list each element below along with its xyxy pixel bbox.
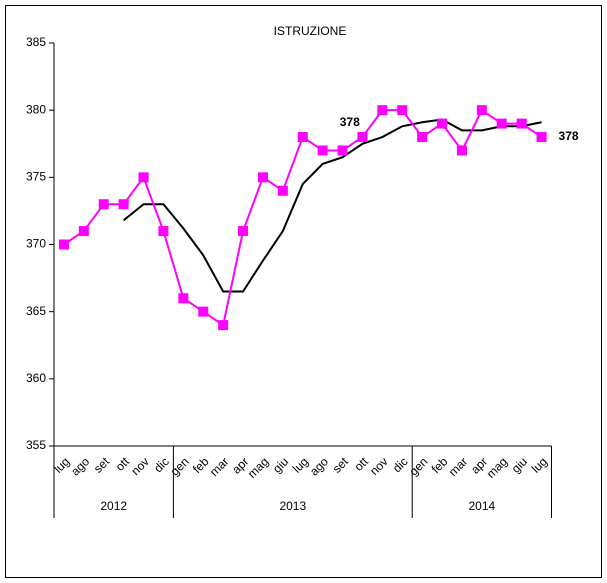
marker	[277, 185, 288, 196]
marker	[118, 199, 129, 210]
marker	[58, 239, 69, 250]
data-label: 378	[340, 115, 360, 129]
marker	[198, 306, 209, 317]
y-tick-label: 375	[26, 170, 46, 184]
chart-frame	[5, 5, 602, 578]
chart-title: ISTRUZIONE	[274, 24, 347, 38]
y-tick-label: 360	[26, 371, 46, 385]
group-label: 2014	[468, 499, 495, 513]
marker	[437, 118, 448, 129]
y-tick-label: 380	[26, 102, 46, 116]
marker	[417, 132, 428, 143]
marker	[357, 132, 368, 143]
y-tick-label: 355	[26, 438, 46, 452]
marker	[218, 320, 229, 331]
marker	[78, 226, 89, 237]
y-tick-label: 365	[26, 304, 46, 318]
group-label: 2012	[100, 499, 127, 513]
marker	[98, 199, 109, 210]
marker	[178, 293, 189, 304]
marker	[337, 145, 348, 156]
marker	[297, 132, 308, 143]
marker	[158, 226, 169, 237]
marker	[456, 145, 467, 156]
marker	[317, 145, 328, 156]
marker	[377, 105, 388, 116]
marker	[138, 172, 149, 183]
marker	[238, 226, 249, 237]
y-tick-label: 370	[26, 237, 46, 251]
marker	[536, 132, 547, 143]
y-tick-label: 385	[26, 35, 46, 49]
marker	[476, 105, 487, 116]
marker	[397, 105, 408, 116]
group-label: 2013	[279, 499, 306, 513]
marker	[516, 118, 527, 129]
marker	[257, 172, 268, 183]
marker	[496, 118, 507, 129]
data-label: 378	[559, 129, 579, 143]
